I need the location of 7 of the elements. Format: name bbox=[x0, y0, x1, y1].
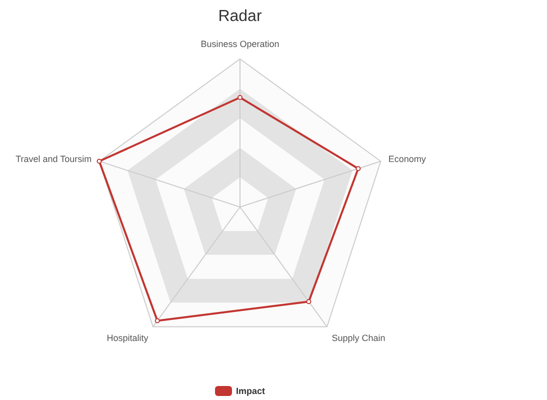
spoke-label: Travel and Toursim bbox=[16, 154, 92, 164]
spoke-label: Hospitality bbox=[106, 333, 149, 344]
spoke-label: Economy bbox=[388, 154, 426, 164]
spoke-label: Business Operation bbox=[200, 39, 280, 49]
spoke-label: Supply Chain bbox=[332, 333, 386, 344]
legend-label: Impact bbox=[236, 386, 265, 396]
chart-title: Radar bbox=[217, 8, 263, 26]
